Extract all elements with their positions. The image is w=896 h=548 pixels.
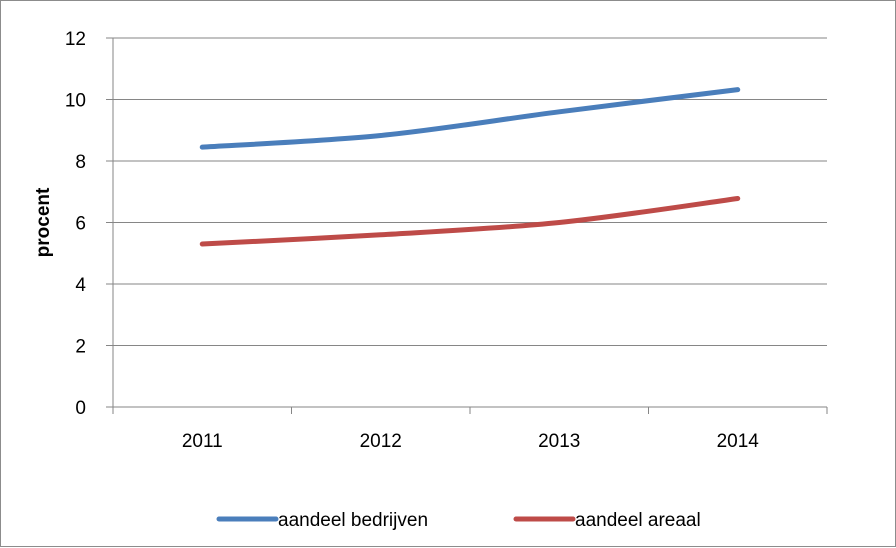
legend-label-1: aandeel bedrijven xyxy=(278,510,428,531)
x-tick-label: 2013 xyxy=(538,431,580,452)
y-tick-label: 8 xyxy=(75,152,86,173)
series-line-1 xyxy=(202,90,738,148)
y-axis-title: procent xyxy=(33,187,54,257)
series-line-2 xyxy=(202,199,738,245)
y-tick-label: 0 xyxy=(75,398,86,419)
x-tick-label: 2011 xyxy=(182,431,223,452)
y-tick-label: 12 xyxy=(65,29,86,50)
x-tick-label: 2014 xyxy=(717,431,760,452)
legend-label-2: aandeel areaal xyxy=(575,510,701,531)
y-tick-label: 2 xyxy=(75,337,86,358)
x-tick-label: 2012 xyxy=(360,431,402,452)
y-tick-label: 6 xyxy=(75,214,86,235)
y-tick-label: 4 xyxy=(75,275,86,296)
y-tick-label: 10 xyxy=(65,91,86,112)
